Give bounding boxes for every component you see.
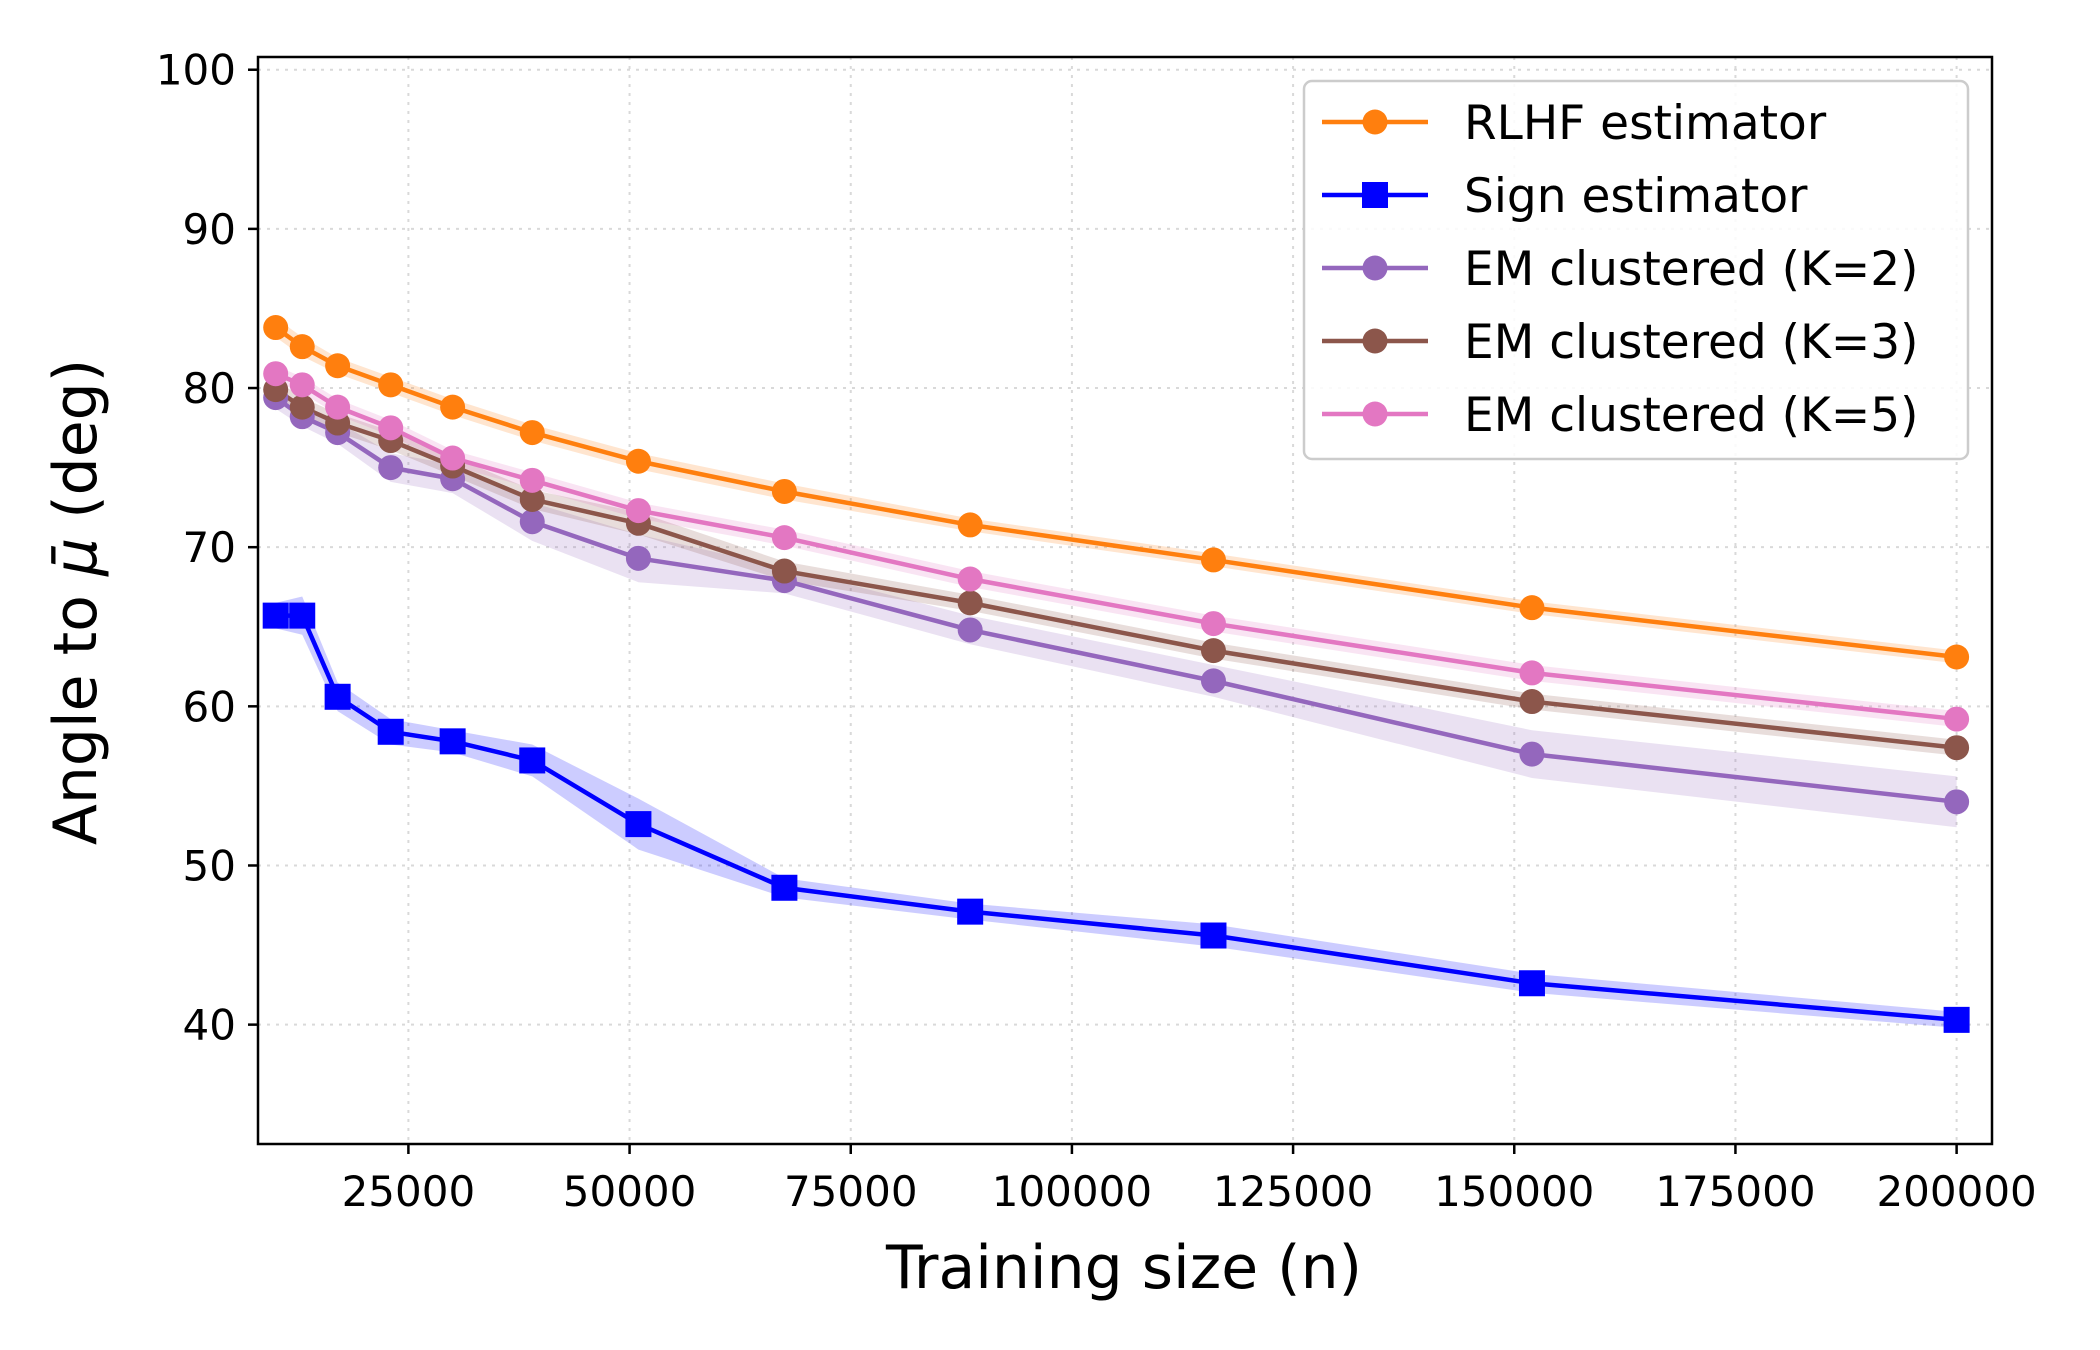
plot-area-frame [256,55,1994,1146]
legend-marker-em-clustered-k-5 [1362,401,1388,427]
y-axis-label-suffix: (deg) [41,359,111,538]
y-tick-label: 70 [183,523,236,572]
y-axis-label-prefix: Angle to [41,576,111,845]
point-em-clustered-k-3 [519,486,545,512]
legend-marker-em-clustered-k-2 [1362,255,1388,281]
point-em-clustered-k-3 [1944,735,1970,761]
legend-label-em-clustered-k-2: EM clustered (K=2) [1464,242,1918,297]
legend-marker-sign-estimator [1362,182,1388,208]
point-sign-estimator [625,811,652,838]
point-em-clustered-k-2 [1944,789,1970,815]
point-sign-estimator [1943,1006,1970,1033]
point-em-clustered-k-3 [771,558,797,584]
point-em-clustered-k-2 [957,617,983,643]
legend-marker-rlhf-estimator [1362,109,1388,135]
x-tick-label: 50000 [563,1167,697,1216]
point-em-clustered-k-5 [289,372,315,398]
legend: RLHF estimator Sign estimator EM clustered… [1302,79,1970,461]
x-axis-label: Training size (n) [885,1233,1362,1303]
point-em-clustered-k-2 [519,509,545,535]
point-sign-estimator [262,602,289,629]
point-sign-estimator [377,718,404,745]
legend-label-sign-estimator: Sign estimator [1464,169,1808,224]
point-sign-estimator [1200,922,1227,949]
legend-label-rlhf-estimator: RLHF estimator [1464,96,1827,151]
point-em-clustered-k-5 [325,394,351,420]
y-tick-label: 40 [183,1001,236,1050]
x-axis-ticks: 25000 50000 75000 100000 125000 150000 175000 2… [342,1144,2037,1216]
y-axis-label: Angle to μ̄ (deg) [41,359,111,845]
point-em-clustered-k-5 [1200,611,1226,637]
y-tick-label: 100 [156,46,236,95]
point-rlhf-estimator [1944,644,1970,670]
x-tick-label: 125000 [1213,1167,1373,1216]
series-markers [262,315,1970,1033]
point-em-clustered-k-5 [440,445,466,471]
point-em-clustered-k-3 [1200,638,1226,664]
legend-label-em-clustered-k-5: EM clustered (K=5) [1464,388,1918,443]
point-em-clustered-k-3 [289,394,315,420]
point-rlhf-estimator [957,512,983,538]
point-sign-estimator [1518,970,1545,997]
point-em-clustered-k-5 [957,566,983,592]
legend-label-em-clustered-k-3: EM clustered (K=3) [1464,315,1918,370]
point-rlhf-estimator [1519,595,1545,621]
y-tick-label: 60 [183,682,236,731]
point-em-clustered-k-5 [378,415,404,441]
y-axis-label-symbol: μ̄ [41,538,111,577]
point-em-clustered-k-2 [625,545,651,571]
point-rlhf-estimator [378,372,404,398]
legend-box [1302,79,1970,461]
point-em-clustered-k-3 [957,590,983,616]
y-tick-label: 80 [183,364,236,413]
point-em-clustered-k-5 [625,498,651,524]
x-tick-label: 150000 [1434,1167,1594,1216]
point-rlhf-estimator [771,478,797,504]
point-rlhf-estimator [440,394,466,420]
y-axis-ticks: 40 50 60 70 80 90 100 [156,46,258,1050]
point-em-clustered-k-2 [1519,741,1545,767]
line-sign-estimator [275,613,1957,1023]
point-rlhf-estimator [263,315,289,341]
legend-marker-em-clustered-k-3 [1362,328,1388,354]
x-tick-label: 75000 [784,1167,918,1216]
x-tick-label: 25000 [342,1167,476,1216]
point-em-clustered-k-3 [1519,689,1545,715]
point-sign-estimator [289,602,316,629]
point-em-clustered-k-2 [378,455,404,481]
point-sign-estimator [957,898,984,925]
x-tick-label: 175000 [1655,1167,1815,1216]
point-rlhf-estimator [519,420,545,446]
point-em-clustered-k-2 [1200,668,1226,694]
y-tick-label: 90 [183,205,236,254]
point-em-clustered-k-5 [263,361,289,387]
point-em-clustered-k-5 [519,467,545,493]
y-tick-label: 50 [183,841,236,890]
point-sign-estimator [439,728,466,755]
x-tick-label: 100000 [992,1167,1152,1216]
point-rlhf-estimator [625,448,651,474]
point-em-clustered-k-5 [1519,660,1545,686]
point-em-clustered-k-5 [771,525,797,551]
point-rlhf-estimator [289,334,315,360]
point-sign-estimator [519,747,546,774]
point-rlhf-estimator [1200,547,1226,573]
point-sign-estimator [771,874,798,901]
band-sign-estimator [275,596,1957,1028]
point-em-clustered-k-5 [1944,706,1970,732]
point-rlhf-estimator [325,353,351,379]
point-sign-estimator [324,683,351,710]
x-tick-label: 200000 [1876,1167,2036,1216]
